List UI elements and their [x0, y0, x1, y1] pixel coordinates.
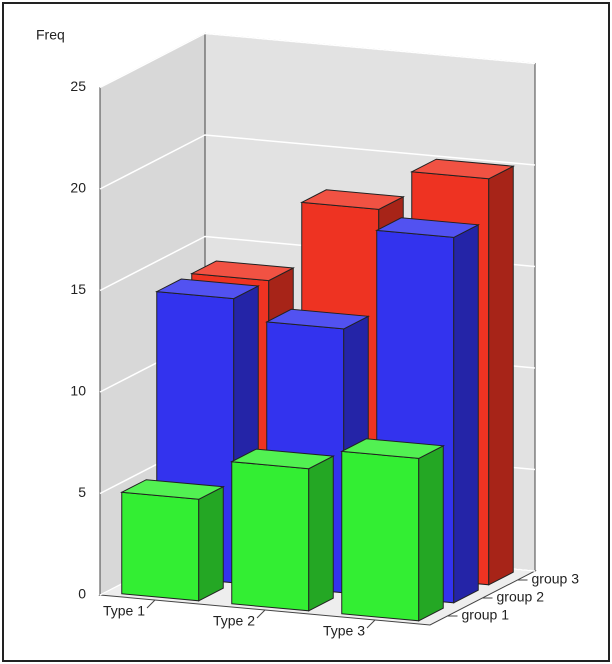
bar-top [409, 158, 516, 180]
x-tick-label: Type 3 [323, 623, 365, 639]
z-tick-label: group 3 [532, 571, 580, 587]
y-tick-label: 15 [70, 281, 86, 297]
bar-top [339, 438, 446, 459]
bar-top [299, 189, 406, 210]
bar-top [189, 260, 296, 282]
x-tick-label: Type 2 [213, 613, 255, 629]
bar [119, 479, 226, 602]
bar-front [231, 461, 310, 612]
bar-front [121, 491, 200, 602]
z-tick-label: group 2 [497, 589, 545, 605]
bar-top [264, 308, 371, 330]
x-tick-label: Type 1 [103, 603, 145, 619]
bar-front [341, 450, 420, 622]
y-tick-label: 25 [70, 78, 86, 94]
grid-line [99, 32, 536, 89]
x-tick [146, 599, 156, 609]
bar-top [229, 448, 336, 470]
bar-side [453, 223, 479, 604]
bar-side [488, 165, 514, 586]
x-tick [256, 609, 266, 619]
y-tick-label: 10 [70, 383, 86, 399]
y-tick-label: 20 [70, 180, 86, 196]
y-tick-label: 0 [78, 586, 86, 602]
bar-side [198, 485, 224, 602]
x-tick [366, 619, 376, 629]
bar [339, 438, 446, 622]
bar-top [154, 278, 261, 300]
bar [229, 448, 336, 612]
bar-side [418, 444, 444, 622]
bar-side [308, 455, 334, 612]
grid-line [99, 134, 536, 190]
y-axis-label: Freq [36, 27, 65, 43]
y-tick-label: 5 [78, 484, 86, 500]
z-tick-label: group 1 [462, 607, 510, 623]
bar-top [374, 217, 481, 238]
bar-top [119, 479, 226, 500]
